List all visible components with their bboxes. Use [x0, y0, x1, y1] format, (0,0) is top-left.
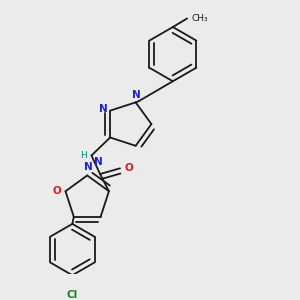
- Text: O: O: [124, 163, 133, 173]
- Text: N: N: [132, 89, 141, 100]
- Text: O: O: [52, 186, 61, 196]
- Text: N: N: [94, 157, 103, 167]
- Text: Cl: Cl: [67, 290, 78, 299]
- Text: N: N: [98, 104, 107, 114]
- Text: H: H: [80, 151, 87, 160]
- Text: CH₃: CH₃: [191, 14, 208, 23]
- Text: N: N: [84, 162, 92, 172]
